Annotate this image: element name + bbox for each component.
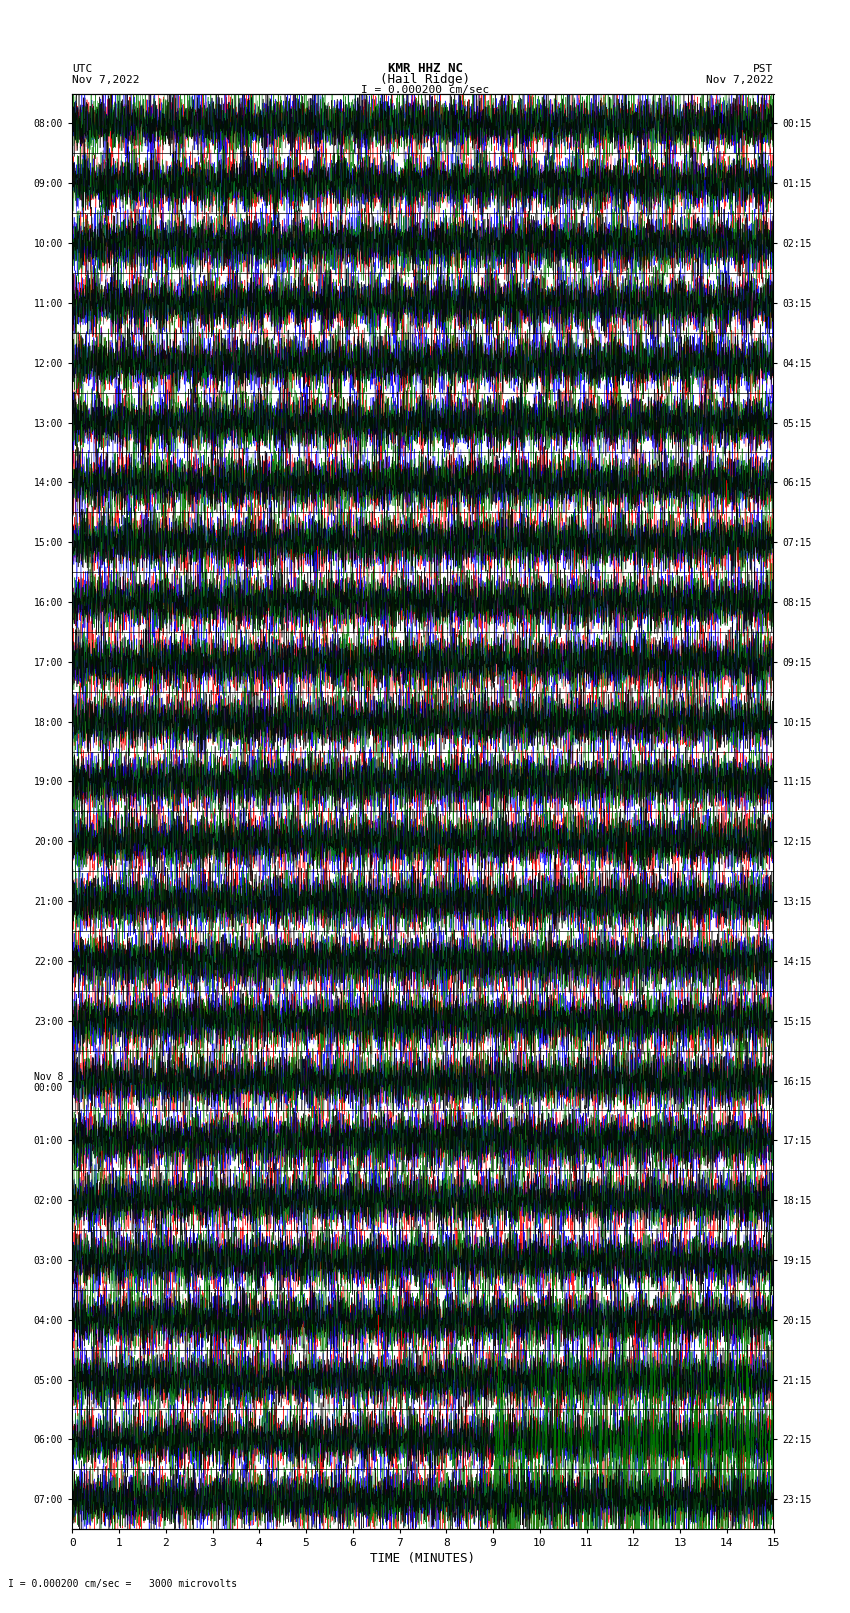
Text: Nov 7,2022: Nov 7,2022 xyxy=(72,74,139,85)
Text: PST: PST xyxy=(753,63,774,74)
Text: UTC: UTC xyxy=(72,63,93,74)
Text: I = 0.000200 cm/sec =   3000 microvolts: I = 0.000200 cm/sec = 3000 microvolts xyxy=(8,1579,238,1589)
Text: I = 0.000200 cm/sec: I = 0.000200 cm/sec xyxy=(361,85,489,95)
Text: KMR HHZ NC: KMR HHZ NC xyxy=(388,61,462,76)
X-axis label: TIME (MINUTES): TIME (MINUTES) xyxy=(371,1552,475,1565)
Text: Nov 7,2022: Nov 7,2022 xyxy=(706,74,774,85)
Text: (Hail Ridge): (Hail Ridge) xyxy=(380,73,470,87)
